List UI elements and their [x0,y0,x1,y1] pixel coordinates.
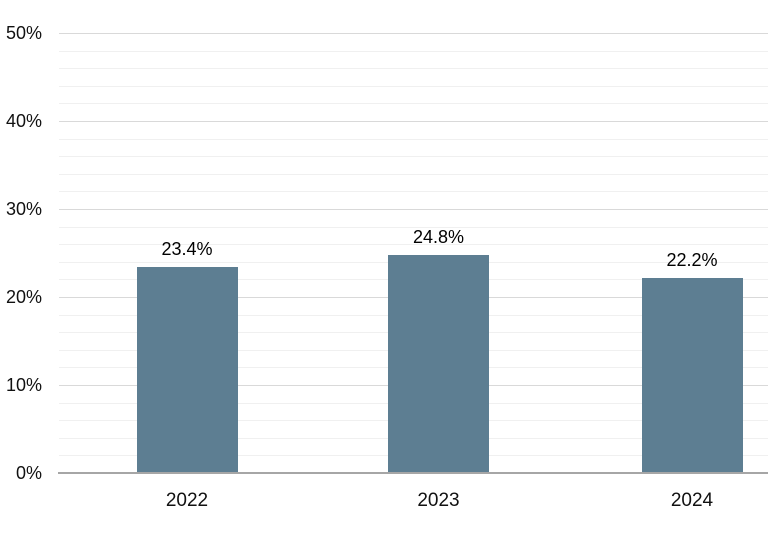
minor-gridline [59,139,768,140]
minor-gridline [59,68,768,69]
minor-gridline [59,191,768,192]
minor-gridline [59,174,768,175]
y-tick-label-30: 30% [5,199,42,219]
minor-gridline [59,227,768,228]
minor-gridline [59,244,768,245]
x-tick-label-2023: 2023 [417,490,460,511]
y-tick-label-50: 50% [5,23,42,43]
minor-gridline [59,156,768,157]
bar-2024 [641,277,743,473]
y-tick-label-20: 20% [5,287,42,307]
y-tick-label-40: 40% [5,111,42,131]
major-gridline [59,121,768,122]
x-axis-line [58,472,768,474]
data-label-2022: 23.4% [161,239,213,260]
data-label-2024: 22.2% [666,249,718,270]
x-tick-label-2022: 2022 [165,490,209,511]
minor-gridline [59,86,768,87]
minor-gridline [59,51,768,52]
data-label-2023: 24.8% [412,226,465,247]
minor-gridline [59,103,768,104]
major-gridline [59,33,768,34]
x-tick-label-2024: 2024 [670,490,714,511]
y-tick-label-0: 0% [15,463,42,483]
bar-2022 [136,267,238,473]
bar-2023 [388,254,489,473]
y-tick-label-10: 10% [5,375,42,395]
major-gridline [59,209,768,210]
